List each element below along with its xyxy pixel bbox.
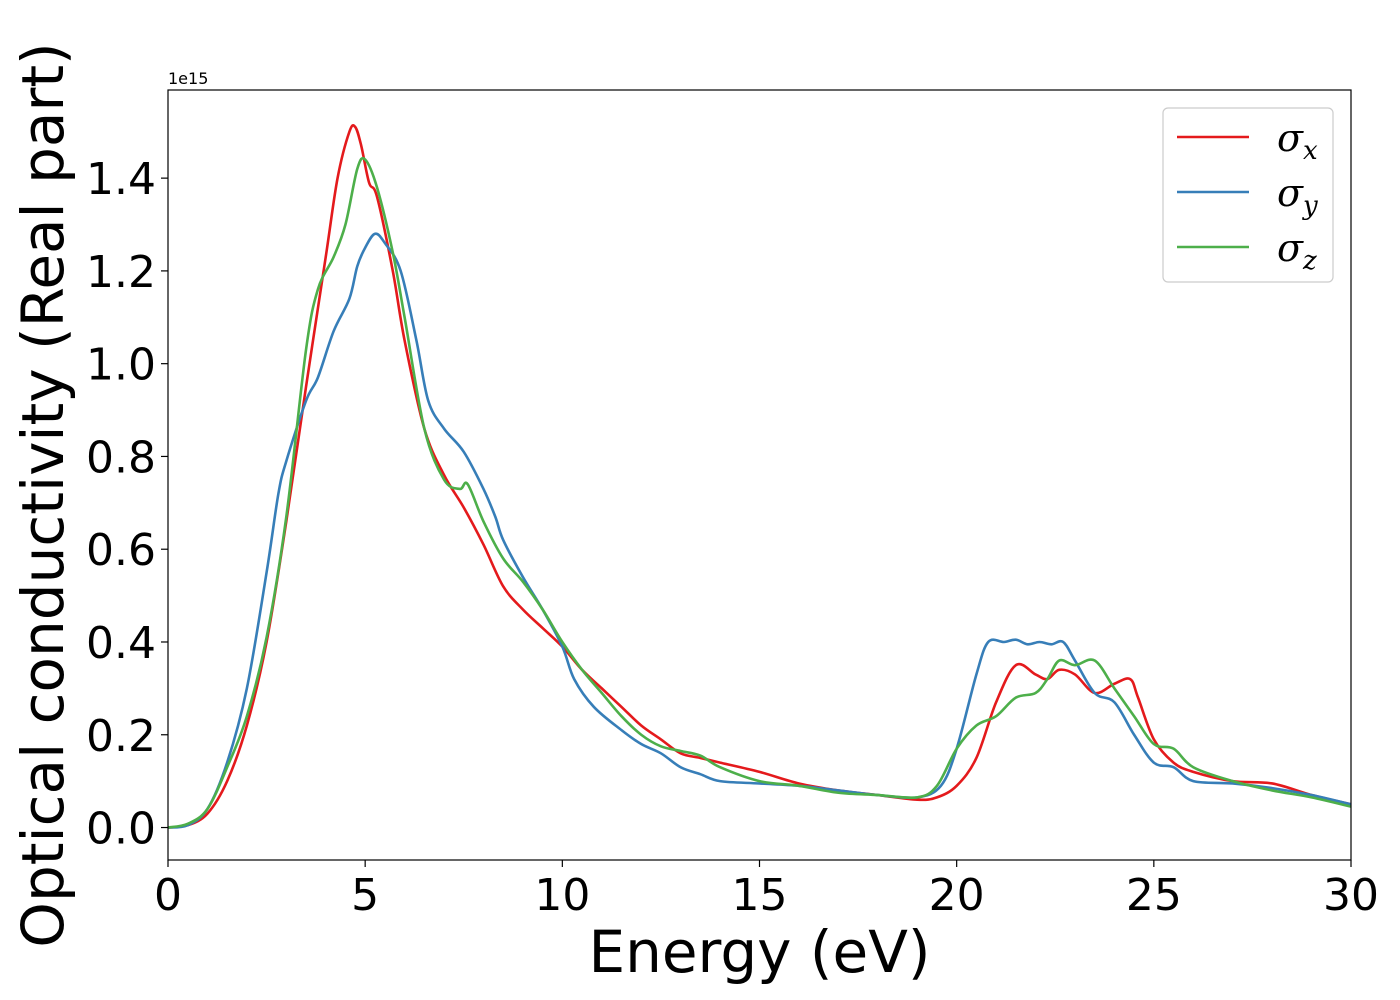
x-tick-label: 0 — [154, 870, 182, 921]
x-tick-label: 25 — [1126, 870, 1182, 921]
y-tick-label: 1.4 — [86, 154, 156, 205]
legend-entry-sigma-y: σy — [1277, 171, 1318, 221]
x-tick-label: 15 — [732, 870, 788, 921]
legend-subscript: x — [1303, 136, 1318, 166]
x-axis-ticks: 0 5 10 15 20 25 30 — [154, 860, 1379, 921]
y-tick-label: 0.4 — [86, 618, 156, 669]
legend-subscript: y — [1302, 191, 1318, 221]
y-tick-label: 1.0 — [86, 340, 156, 391]
legend-subscript: z — [1302, 246, 1317, 276]
y-tick-label: 0.0 — [86, 804, 156, 855]
x-tick-label: 20 — [929, 870, 985, 921]
legend-symbol: σ — [1277, 171, 1304, 215]
legend-symbol: σ — [1277, 226, 1304, 270]
x-tick-label: 10 — [534, 870, 590, 921]
legend-box — [1162, 107, 1334, 283]
x-tick-label: 5 — [351, 870, 379, 921]
y-tick-label: 1.2 — [86, 247, 156, 298]
y-axis-ticks: 0.0 0.2 0.4 0.6 0.8 1.0 1.2 1.4 — [86, 154, 168, 855]
x-tick-label: 30 — [1323, 870, 1379, 921]
legend-symbol: σ — [1277, 116, 1304, 160]
series-line-sigma-z — [167, 156, 1352, 829]
y-tick-label: 0.2 — [86, 711, 156, 762]
legend-entry-sigma-z: σz — [1277, 226, 1317, 276]
x-axis-label: Energy (eV) — [588, 918, 930, 986]
legend-entry-sigma-x: σx — [1277, 116, 1318, 166]
series-line-sigma-y — [167, 232, 1352, 829]
y-tick-label: 0.8 — [86, 432, 156, 483]
series-line-sigma-x — [167, 124, 1352, 829]
series-layer — [167, 124, 1352, 829]
y-tick-label: 0.6 — [86, 525, 156, 576]
y-axis-label: Optical conductivity (Real part) — [9, 42, 77, 947]
y-axis-offset-label: 1e15 — [168, 69, 208, 88]
